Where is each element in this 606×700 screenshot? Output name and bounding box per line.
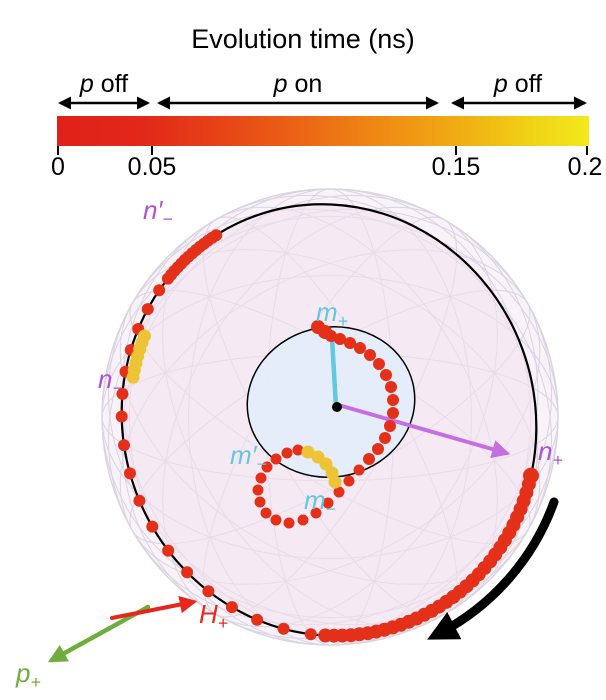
label-m-minus: m− [304,487,336,519]
trajectory-dot [255,472,267,484]
trajectory-dot [387,394,399,406]
trajectory-dot [384,420,396,432]
label-base: n′ [143,195,163,225]
trajectory-dot [283,517,295,529]
label-sub: − [112,378,123,399]
trajectory-dot [270,514,282,526]
region-label-text: off [93,70,129,98]
trajectory-dot [133,494,146,507]
outer-trajectory-dots [115,229,539,643]
label-sub: − [325,499,336,520]
label-base: H [199,599,218,629]
trajectory-dot [277,622,290,635]
label-sub: + [30,672,41,693]
trajectory-dot [322,497,334,509]
label-n-plus: n+ [538,438,563,470]
trajectory-dot [379,432,391,444]
label-base: n [538,436,553,466]
label-m-plus: m+ [316,299,348,331]
label-sub: + [552,450,563,471]
tick-label-0.2: 0.2 [567,153,603,181]
trajectory-dot [153,284,166,297]
trajectory-dot [254,496,266,508]
trajectory-dot [310,507,322,519]
trajectory-dot [146,520,159,533]
p-symbol: p [79,70,94,98]
trajectory-dot [343,475,355,487]
trajectory-dot [354,342,366,354]
label-sub: + [337,311,348,332]
trajectory-dot [364,349,376,361]
trajectory-dot [372,443,384,455]
label-base: p [16,658,31,688]
trajectory-dot [141,303,154,316]
trajectory-dot [353,464,365,476]
tick-label-0.15: 0.15 [431,153,481,181]
label-base: m [304,485,326,515]
colorbar-ticks [57,146,588,155]
label-base: n [98,364,113,394]
colorbar [57,96,589,155]
trajectory-dot [124,467,136,480]
label-sub: + [217,613,229,634]
label-h-plus: H+ [199,601,228,633]
trajectory-dot [301,445,315,459]
trajectory-dot [304,628,317,641]
trajectory-dot [281,447,293,459]
region-label-p-off-left: p off [80,70,128,99]
trajectory-dot [252,484,264,496]
inner-trajectory-dots [252,320,399,529]
label-base: m′ [230,440,257,470]
trajectory-dot [118,439,130,452]
tick-label-0.05: 0.05 [127,153,177,181]
trajectory-dot [126,370,140,384]
trajectory-dot [202,585,215,598]
label-sub: − [162,209,173,230]
p-symbol: p [273,70,288,98]
center-dot [332,402,342,412]
trajectory-dot [334,333,346,345]
trajectory-dot [261,461,273,473]
colorbar-gradient-bar [57,116,589,146]
region-label-text: on [287,70,323,98]
trajectory-dot [523,467,539,484]
trajectory-dot [328,475,342,489]
trajectory-dot [373,358,385,370]
trajectory-dot [387,407,399,419]
trajectory-dot [115,410,128,423]
region-label-p-on: p on [274,70,323,99]
trajectory-dot [292,444,304,456]
p-symbol: p [493,70,508,98]
trajectory-dot [162,544,175,557]
label-sub: − [256,454,267,475]
label-p-plus: p+ [16,660,41,692]
trajectory-dot [297,514,309,526]
trajectory-dot [251,613,264,626]
trajectory-dot [161,272,174,285]
trajectory-dot [333,486,345,498]
label-base: m [316,297,338,327]
trajectory-dot [380,369,392,381]
rotation-direction-arrow [427,497,559,640]
region-label-text: off [507,70,543,98]
label-n-minus: n− [98,366,123,398]
n-plus-vector-arrow [340,404,511,459]
trajectory-dot [116,387,129,400]
trajectory-dot [363,453,375,465]
trajectory-dot [181,566,194,579]
figure-title: Evolution time (ns) [191,24,415,54]
trajectory-dot [225,601,238,614]
m-axis-line [329,335,339,410]
trajectory-dot [385,381,397,393]
label-n-prime-minus: n′− [143,197,173,229]
trajectory-dot [260,507,272,519]
trajectory-dot [344,337,356,349]
region-label-p-off-right: p off [494,70,542,99]
h-plus-axis-arrow [110,595,198,620]
label-m-prime-minus: m′− [230,442,267,474]
tick-label-0: 0 [51,153,65,181]
trajectory-dot [270,453,282,465]
